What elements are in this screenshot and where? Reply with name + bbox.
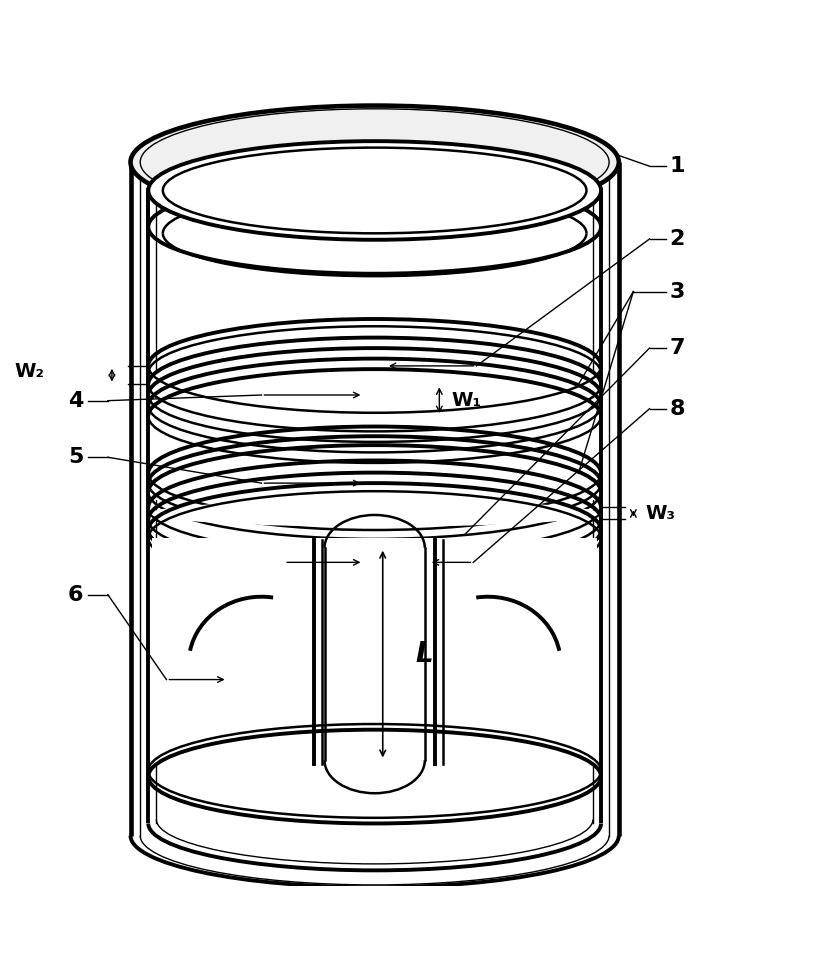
Ellipse shape	[130, 106, 619, 219]
Text: 7: 7	[670, 338, 685, 358]
Text: W₃: W₃	[646, 504, 676, 523]
Ellipse shape	[163, 147, 586, 233]
Text: W₁: W₁	[452, 391, 482, 409]
Text: W₂: W₂	[15, 362, 45, 380]
Text: 8: 8	[670, 399, 685, 419]
Text: 3: 3	[670, 281, 685, 301]
Text: L: L	[415, 640, 433, 668]
Bar	[152, 538, 597, 765]
Text: 1: 1	[670, 156, 685, 176]
Text: 2: 2	[670, 229, 685, 249]
Text: 5: 5	[68, 447, 84, 467]
Text: 4: 4	[68, 391, 84, 410]
Bar	[152, 374, 597, 500]
Ellipse shape	[148, 142, 601, 240]
Ellipse shape	[151, 500, 599, 527]
Text: 6: 6	[68, 585, 84, 605]
